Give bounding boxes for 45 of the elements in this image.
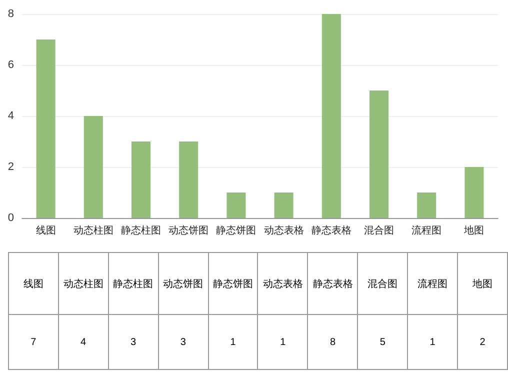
category-label: 动态柱图 [63, 278, 104, 290]
data-label: 1 [258, 314, 308, 370]
bar [84, 116, 103, 218]
bar [36, 40, 56, 218]
category-label: 地图 [472, 278, 492, 290]
data-label: 1 [208, 314, 258, 370]
y-tick-label: 0 [8, 212, 14, 224]
bar [369, 90, 389, 218]
category-label: 动态表格 [262, 278, 303, 290]
x-tick-label: 动态表格 [264, 224, 304, 236]
x-tick-label: 流程图 [412, 224, 442, 236]
data-label: 8 [308, 314, 358, 370]
category-label: 静态饼图 [213, 278, 253, 290]
bar [131, 142, 151, 218]
category-label: 动态饼图 [163, 278, 204, 290]
x-tick-label: 静态饼图 [216, 224, 256, 236]
x-tick-label: 混合图 [364, 224, 394, 236]
x-tick-label: 线图 [36, 224, 56, 236]
data-label: 3 [108, 314, 158, 370]
category-label: 线图 [23, 278, 44, 290]
data-label: 3 [158, 314, 208, 370]
y-tick-label: 2 [8, 161, 14, 173]
data-label: 4 [58, 314, 108, 370]
y-tick-label: 8 [8, 8, 14, 20]
y-tick-label: 4 [8, 110, 14, 122]
bar [179, 142, 198, 218]
x-tick-label: 地图 [463, 224, 484, 236]
data-label: 5 [358, 314, 408, 370]
bar [274, 192, 294, 218]
data-label: 7 [8, 314, 58, 370]
bar [464, 167, 484, 218]
bar [417, 192, 436, 218]
data-label: 2 [458, 314, 508, 370]
y-tick-label: 6 [8, 59, 14, 71]
category-label: 静态柱图 [113, 278, 154, 290]
data-label: 1 [408, 314, 458, 370]
x-tick-label: 动态柱图 [73, 224, 114, 236]
category-label: 混合图 [368, 278, 398, 290]
x-tick-label: 动态饼图 [168, 224, 209, 236]
bar [226, 192, 246, 218]
x-tick-label: 静态柱图 [121, 224, 161, 236]
category-label: 流程图 [418, 278, 448, 290]
category-label: 静态表格 [312, 278, 353, 290]
x-tick-label: 静态表格 [311, 224, 352, 236]
bar [322, 14, 341, 218]
